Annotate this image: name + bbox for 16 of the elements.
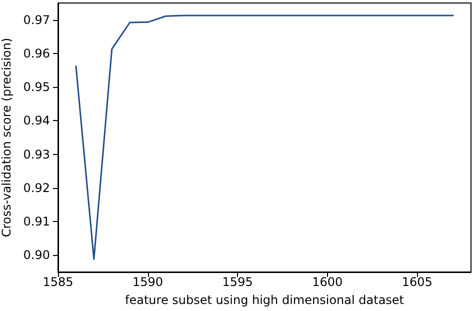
x-tick-label: 1585 xyxy=(42,275,74,289)
y-tick-label: 0.90 xyxy=(23,248,50,262)
y-axis-title: Cross-validation score (precision) xyxy=(0,38,14,238)
y-tick-label: 0.96 xyxy=(23,46,50,60)
y-tick-label: 0.94 xyxy=(23,114,50,128)
y-tick-label: 0.92 xyxy=(23,180,50,195)
x-tick-label: 1600 xyxy=(312,275,343,289)
x-axis-title: feature subset using high dimensional dataset xyxy=(124,293,404,307)
y-tick-label: 0.91 xyxy=(23,214,50,229)
line-series xyxy=(75,14,454,260)
y-tick-label: 0.95 xyxy=(23,80,50,94)
y-tick-label: 0.93 xyxy=(23,147,50,162)
x-tick-label: 1595 xyxy=(222,275,253,289)
y-tick-label: 0.97 xyxy=(23,12,50,27)
x-tick-label: 1590 xyxy=(132,275,164,289)
x-tick-label: 1605 xyxy=(402,275,432,289)
